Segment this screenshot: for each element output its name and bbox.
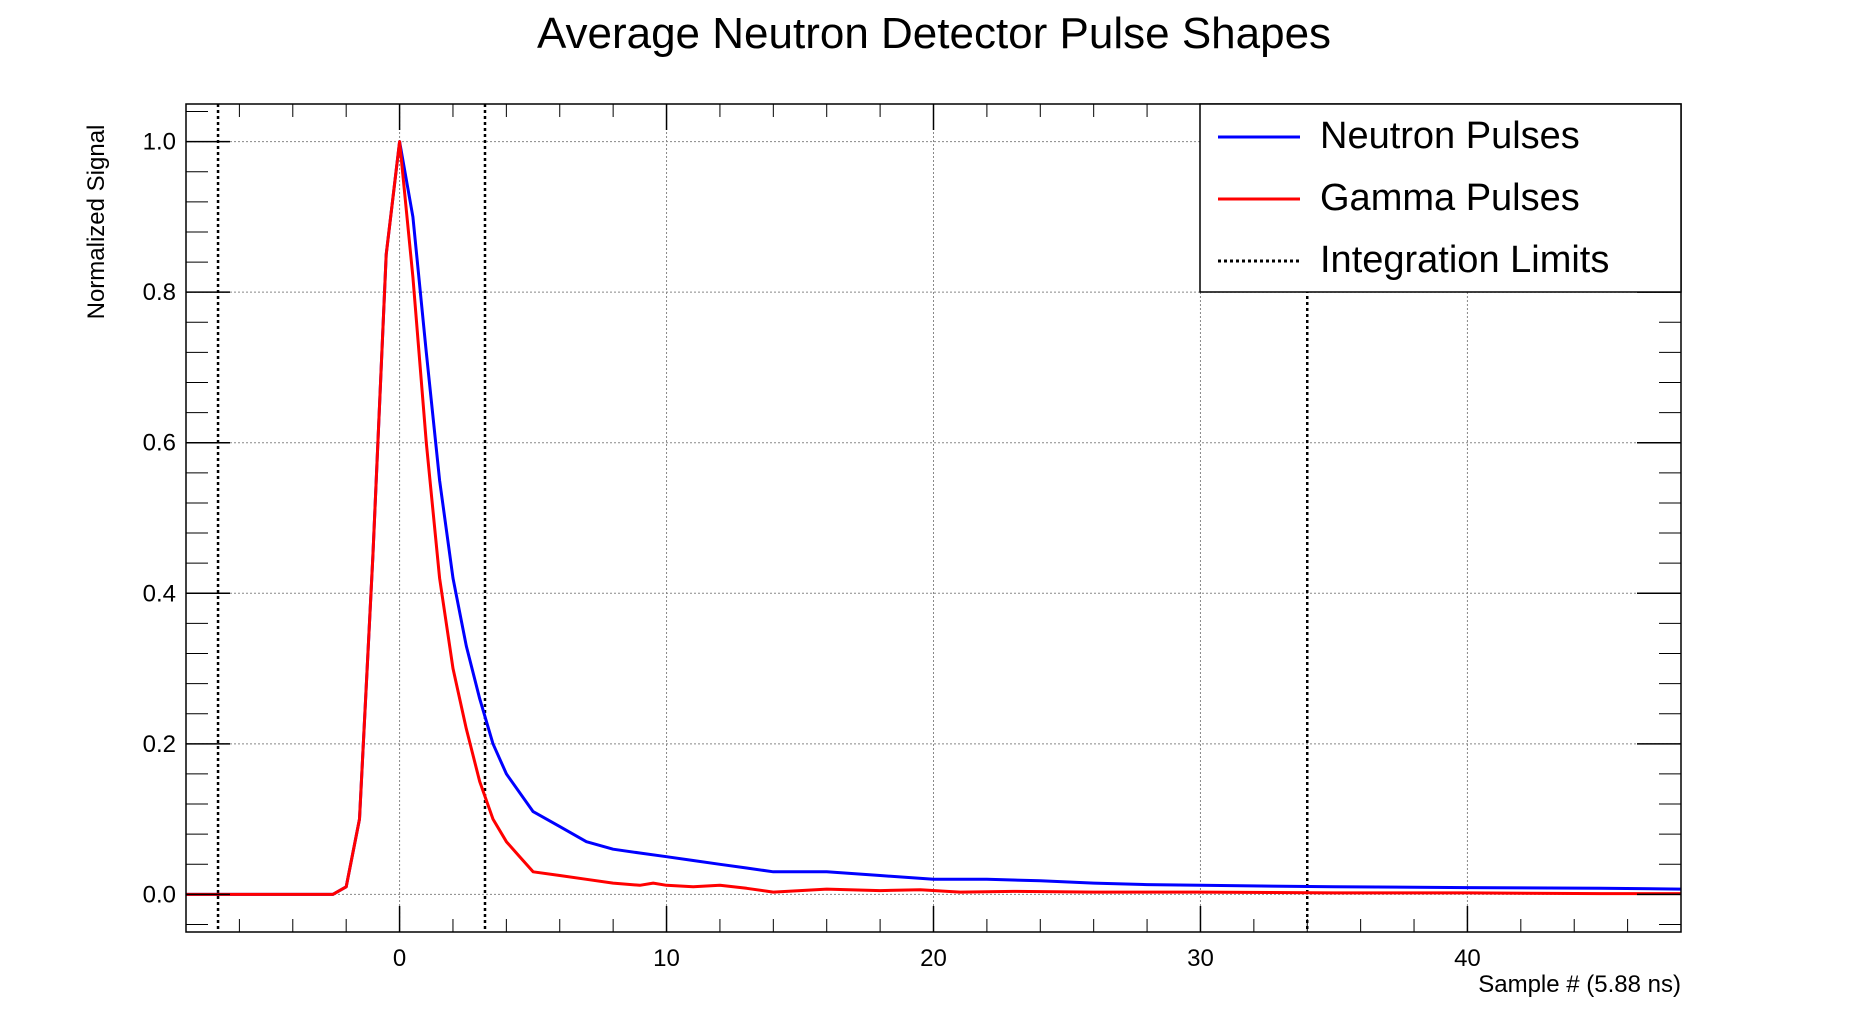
y-tick-label: 0.2	[143, 731, 176, 758]
x-tick-label: 0	[393, 945, 406, 972]
legend-label-limits: Integration Limits	[1320, 239, 1609, 281]
x-tick-label: 10	[653, 945, 680, 972]
x-tick-label: 20	[920, 945, 947, 972]
series-line-gamma	[186, 140, 1681, 896]
x-axis-label: Sample # (5.88 ns)	[1478, 971, 1681, 998]
y-tick-label: 0.8	[143, 279, 176, 306]
tick-labels: 0 10 20 30 40 0.0 0.2 0.4 0.6 0.8 1.0	[143, 129, 1481, 972]
legend: Neutron Pulses Gamma Pulses Integration …	[1199, 103, 1682, 293]
y-tick-label: 0.6	[143, 430, 176, 457]
legend-label-neutron: Neutron Pulses	[1320, 115, 1580, 157]
chart-title: Average Neutron Detector Pulse Shapes	[537, 9, 1331, 58]
y-tick-label: 0.0	[143, 881, 176, 908]
y-tick-label: 0.4	[143, 580, 176, 607]
x-tick-label: 30	[1187, 945, 1214, 972]
x-tick-label: 40	[1454, 945, 1481, 972]
data-series	[186, 140, 1682, 896]
legend-label-gamma: Gamma Pulses	[1320, 177, 1580, 219]
integration-limit-lines	[216, 104, 1309, 932]
y-tick-label: 1.0	[143, 129, 176, 156]
y-axis-label: Normalized Signal	[83, 125, 110, 320]
